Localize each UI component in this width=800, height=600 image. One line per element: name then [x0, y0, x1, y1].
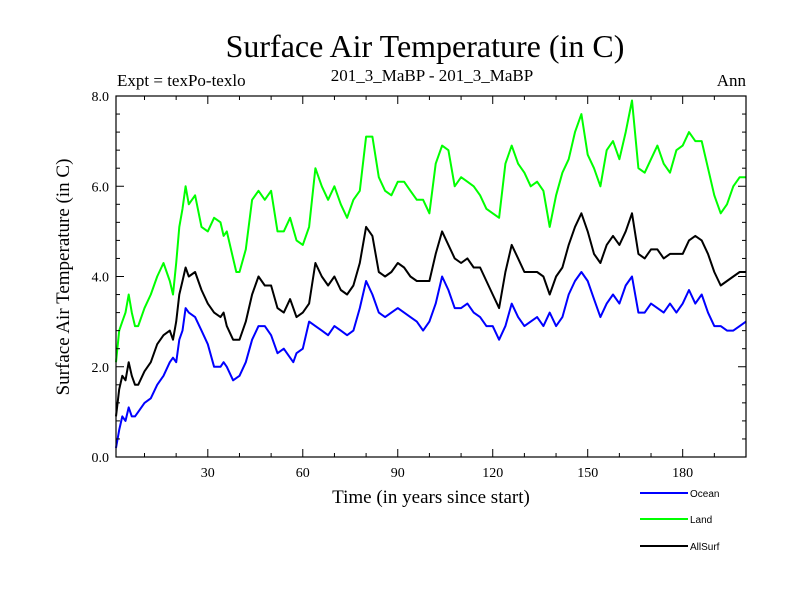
x-tick-label: 30: [201, 466, 215, 481]
series-line-allsurf: [115, 212, 746, 417]
plot-area: 0.0 2.0 4.0 6.0 8.0 30 60 90 120 150 180: [92, 90, 747, 481]
x-tick-label: 60: [296, 466, 310, 481]
y-axis-label: Surface Air Temperature (in C): [53, 159, 74, 396]
legend-label-ocean: Ocean: [690, 489, 719, 500]
x-tick-label: 180: [672, 466, 693, 481]
series-line-ocean: [115, 271, 747, 449]
x-axis-label: Time (in years since start): [332, 487, 530, 508]
subtitle-left: Expt = texPo-texlo: [117, 71, 246, 90]
y-tick-label: 8.0: [92, 90, 110, 105]
subtitle-right: Ann: [717, 71, 747, 90]
x-tick-label: 90: [391, 466, 405, 481]
y-tick-label: 2.0: [92, 361, 110, 376]
series-line-land: [115, 99, 746, 363]
x-tick-label: 120: [482, 466, 503, 481]
legend-label-land: Land: [690, 515, 712, 526]
x-tick-label: 150: [577, 466, 598, 481]
y-tick-label: 6.0: [92, 180, 110, 195]
legend-label-allsurf: AllSurf: [690, 542, 720, 553]
legend: Ocean Land AllSurf: [640, 489, 720, 553]
chart-title: Surface Air Temperature (in C): [226, 28, 625, 64]
y-tick-label: 0.0: [92, 451, 110, 466]
subtitle-center: 201_3_MaBP - 201_3_MaBP: [331, 66, 533, 85]
y-tick-label: 4.0: [92, 271, 110, 286]
